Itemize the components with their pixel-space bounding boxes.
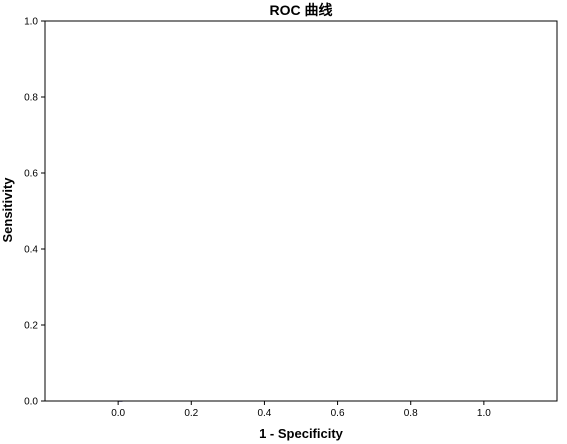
chart-title: ROC 曲线 bbox=[270, 2, 333, 18]
y-tick-label: 1.0 bbox=[24, 17, 38, 28]
y-tick-label: 0.2 bbox=[24, 321, 38, 332]
x-tick-label: 0.6 bbox=[331, 408, 345, 419]
y-tick-label: 0.4 bbox=[24, 245, 38, 256]
x-tick-label: 1.0 bbox=[477, 408, 491, 419]
x-tick-label: 0.2 bbox=[184, 408, 198, 419]
x-axis-label: 1 - Specificity bbox=[259, 426, 344, 441]
x-tick-label: 0.4 bbox=[257, 408, 271, 419]
plot-frame bbox=[44, 20, 558, 402]
x-tick-label: 0.8 bbox=[404, 408, 418, 419]
y-tick-label: 0.0 bbox=[24, 397, 38, 408]
axes: 0.0 0.2 0.4 0.6 0.8 1.0 0.0 0.2 0.4 0.6 0.8 1.0 bbox=[24, 17, 558, 419]
y-tick-label: 0.8 bbox=[24, 93, 38, 104]
x-tick-label: 0.0 bbox=[111, 408, 125, 419]
y-axis-label: Sensitivity bbox=[0, 177, 15, 243]
y-tick-label: 0.6 bbox=[24, 169, 38, 180]
